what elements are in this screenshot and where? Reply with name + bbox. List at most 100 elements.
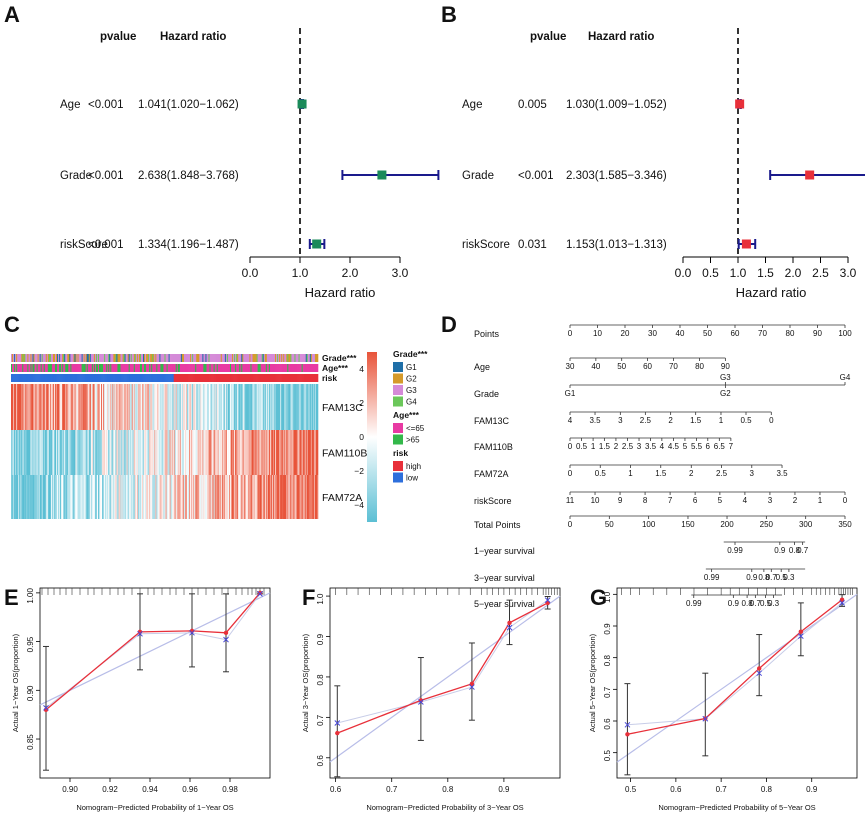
- heatmap-cell: [111, 475, 113, 519]
- heatmap-cell: [78, 430, 80, 475]
- observed-point: [798, 629, 804, 634]
- annotation-risk: [141, 374, 144, 382]
- x-tick-label: 0.7: [386, 785, 398, 794]
- nomogram-tick-label: 8: [643, 496, 648, 505]
- heatmap-cell: [85, 475, 88, 519]
- annotation-age: [156, 364, 158, 372]
- heatmap-cell: [128, 384, 131, 430]
- heatmap-cell: [58, 384, 60, 430]
- legend-title: Age***: [393, 410, 420, 420]
- heatmap-cell: [94, 430, 97, 475]
- bias-corrected-line: [45, 593, 261, 709]
- annotation-grade: [252, 354, 254, 362]
- heatmap-cell: [245, 430, 247, 475]
- annotation-risk: [316, 374, 319, 382]
- annotation-grade: [288, 354, 290, 362]
- annotation-age: [231, 364, 233, 372]
- annotation-age: [135, 364, 138, 372]
- annotation-age: [173, 364, 176, 372]
- heatmap-cell: [150, 430, 152, 475]
- annotation-age: [305, 364, 308, 372]
- heatmap-cell: [277, 475, 279, 519]
- annotation-age: [289, 364, 291, 372]
- row-label-grade: Grade: [462, 170, 494, 182]
- panel-label-b: B: [441, 2, 457, 27]
- heatmap-cell: [198, 430, 200, 475]
- annotation-grade: [91, 354, 94, 362]
- heatmap-cell: [113, 384, 115, 430]
- annotation-grade: [45, 354, 48, 362]
- heatmap-cell: [188, 475, 190, 519]
- heatmap-cell: [63, 475, 65, 519]
- annotation-grade: [260, 354, 263, 362]
- annotation-age: [12, 364, 14, 372]
- annotation-age: [32, 364, 34, 372]
- annotation-risk: [42, 374, 45, 382]
- annotation-risk: [228, 374, 231, 382]
- annotation-age: [208, 364, 210, 372]
- heatmap-cell: [153, 384, 155, 430]
- heatmap-cell: [22, 430, 24, 475]
- heatmap-cell: [150, 475, 152, 519]
- y-tick-label: 0.90: [26, 685, 35, 701]
- heatmap-cell: [310, 475, 313, 519]
- heatmap-cell: [178, 430, 181, 475]
- annotation-age: [70, 364, 72, 372]
- annotation-age: [112, 364, 114, 372]
- heatmap-cell: [252, 430, 254, 475]
- legend-label: >65: [406, 436, 420, 445]
- annotation-risk: [260, 374, 263, 382]
- annotation-age: [179, 364, 182, 372]
- heatmap-cell: [196, 430, 198, 475]
- annotation-age: [44, 364, 47, 372]
- annotation-age: [69, 364, 71, 372]
- annotation-grade: [221, 354, 224, 362]
- heatmap-cell: [176, 475, 179, 519]
- annotation-grade: [249, 354, 251, 362]
- annotation-grade: [76, 354, 78, 362]
- heatmap-cell: [309, 475, 312, 519]
- heatmap-cell: [160, 430, 162, 475]
- annotation-grade: [241, 354, 243, 362]
- heatmap-cell: [110, 384, 112, 430]
- heatmap-cell: [126, 430, 128, 475]
- annotation-risk: [249, 374, 251, 382]
- row-label-riskscore: riskScore: [60, 239, 108, 251]
- heatmap-cell: [48, 475, 51, 519]
- heatmap-cell: [246, 475, 248, 519]
- plot-frame: [329, 587, 561, 779]
- annotation-age: [165, 364, 167, 372]
- heatmap-cell: [239, 475, 241, 519]
- annotation-risk: [137, 374, 140, 382]
- annotation-age: [261, 364, 264, 372]
- heatmap-cell: [154, 430, 156, 475]
- annotation-risk: [146, 374, 148, 382]
- annotation-grade: [307, 354, 310, 362]
- heatmap-cell: [204, 384, 206, 430]
- heatmap-cell: [303, 384, 305, 430]
- annotation-age: [75, 364, 77, 372]
- annotation-risk: [195, 374, 197, 382]
- heatmap-cell: [206, 475, 208, 519]
- heatmap-cell: [133, 384, 136, 430]
- heatmap-cell: [59, 475, 61, 519]
- annotation-risk: [154, 374, 156, 382]
- heatmap-cell: [147, 475, 149, 519]
- heatmap-cell: [189, 384, 191, 430]
- heatmap-cell: [277, 384, 279, 430]
- heatmap-cell: [291, 475, 293, 519]
- heatmap-cell: [226, 475, 229, 519]
- heatmap-cell: [280, 430, 282, 475]
- nomogram-row-label: FAM110B: [474, 442, 513, 452]
- annotation-risk: [271, 374, 274, 382]
- heatmap-cell: [28, 430, 30, 475]
- heatmap-cell: [215, 475, 217, 519]
- heatmap-cell: [99, 384, 101, 430]
- annotation-risk: [259, 374, 261, 382]
- heatmap-cell: [121, 430, 123, 475]
- annotation-age: [57, 364, 59, 372]
- nomogram-row-label: 1−year survival: [474, 546, 535, 556]
- bias-marker: [257, 590, 263, 597]
- annotation-grade: [171, 354, 173, 362]
- annotation-age: [84, 364, 87, 372]
